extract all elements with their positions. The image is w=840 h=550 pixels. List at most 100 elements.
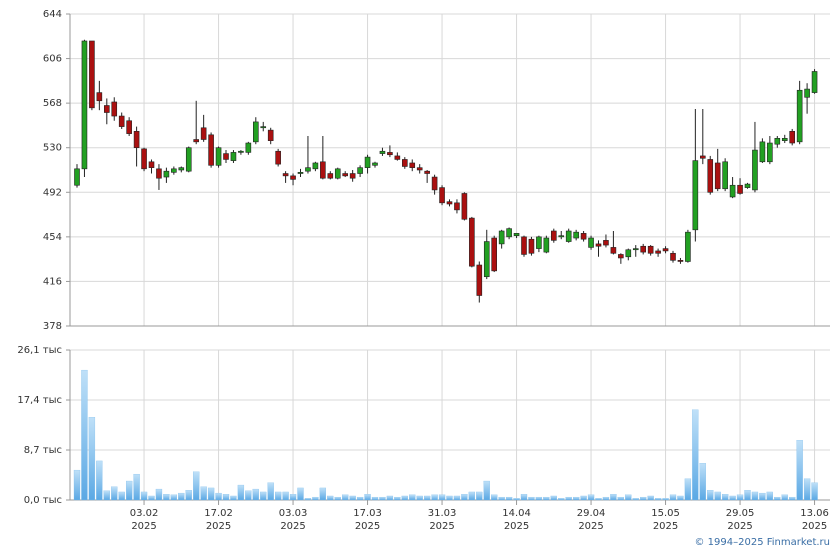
volume-bar [312,496,319,501]
volume-bar [476,491,483,501]
candle-body [401,159,408,167]
candle-body [714,162,721,190]
volume-bar [729,495,736,501]
candle-body [409,162,416,168]
candle-body [781,138,788,141]
candle-body [193,139,199,143]
candle-body [342,173,349,177]
volume-bar [498,496,505,501]
candle-body [364,156,371,168]
volume-bar [178,492,185,501]
volume-bar [453,495,461,501]
volume-bar [573,496,580,501]
volume-bar [550,495,557,501]
volume-bar [237,484,245,501]
volume-bar [707,490,714,501]
x-tick-year: 2025 [802,521,827,532]
volume-bar [625,494,632,501]
candle-body [513,233,520,236]
volume-bar [528,496,535,501]
candle-body [297,172,304,174]
candle-body [707,159,714,193]
volume-bar [595,498,602,501]
volume-bar [610,494,617,501]
candle-body [312,162,319,170]
candle-body [767,142,773,163]
candle-body [230,152,237,161]
volume-bar [513,498,520,501]
x-tick-label: 03.02 [130,508,159,519]
candle-body [141,148,147,170]
volume-bar [207,487,215,501]
volume-bar [602,496,610,501]
y-tick-label: 0,0 тыс [24,495,62,506]
candle-body [171,168,177,173]
candle-body [178,167,185,171]
volume-bar [505,496,513,501]
candle-body [662,248,669,252]
volume-bar [96,460,103,501]
x-tick-year: 2025 [206,521,231,532]
volume-bar [342,494,349,501]
candle-body [588,237,594,248]
candle-body [200,127,207,140]
candle-body [96,92,103,102]
y-tick-label: 454 [43,232,62,243]
volume-bar [334,496,341,501]
volume-bar [796,440,803,501]
candle-body [215,147,222,166]
candle-body [327,173,334,179]
volume-bar [692,409,699,501]
volume-bar [163,494,170,501]
volume-bar [617,496,624,501]
volume-bar [304,498,312,501]
candle-body [632,248,639,251]
volume-bar [751,491,759,501]
candle-body [148,161,155,168]
y-tick-label: 8,7 тыс [24,445,62,456]
candle-body [685,231,691,262]
candle-body [573,231,579,239]
volume-bar [669,494,677,501]
candle-body [334,168,341,179]
volume-bar [297,487,304,501]
volume-bar [230,495,237,501]
volume-bar [409,494,416,501]
volume-bar [565,496,572,501]
x-tick-year: 2025 [131,521,156,532]
candle-body [253,121,259,143]
volume-bar [766,491,773,501]
volume-bar [356,496,364,501]
volume-bar [327,495,334,501]
volume-bar [446,495,453,501]
volume-bar [468,491,476,501]
candle-body [536,236,542,249]
volume-bar [431,494,438,501]
volume-bar [632,498,639,501]
candle-body [789,130,796,144]
candle-body [439,187,445,204]
x-tick-year: 2025 [578,521,603,532]
volume-bar [662,498,669,501]
candle-body [454,202,460,211]
volume-bar [803,478,811,501]
candle-body [506,228,512,238]
x-tick-year: 2025 [504,521,529,532]
x-tick-label: 03.03 [279,508,308,519]
candle-body [625,249,632,258]
candle-body [379,150,386,154]
volume-bar [267,482,274,501]
x-tick-year: 2025 [653,521,678,532]
candle-body [89,40,95,109]
candle-body [461,193,468,220]
volume-bar [155,488,163,501]
volume-bar [759,492,766,501]
volume-bar [379,496,386,501]
candle-body [550,230,557,241]
y-tick-label: 26,1 тыс [17,345,62,356]
candle-body [737,184,743,194]
volume-bar [394,496,401,501]
x-tick-label: 29.05 [726,508,755,519]
volume-bar [699,463,706,501]
volume-bar [811,482,818,501]
